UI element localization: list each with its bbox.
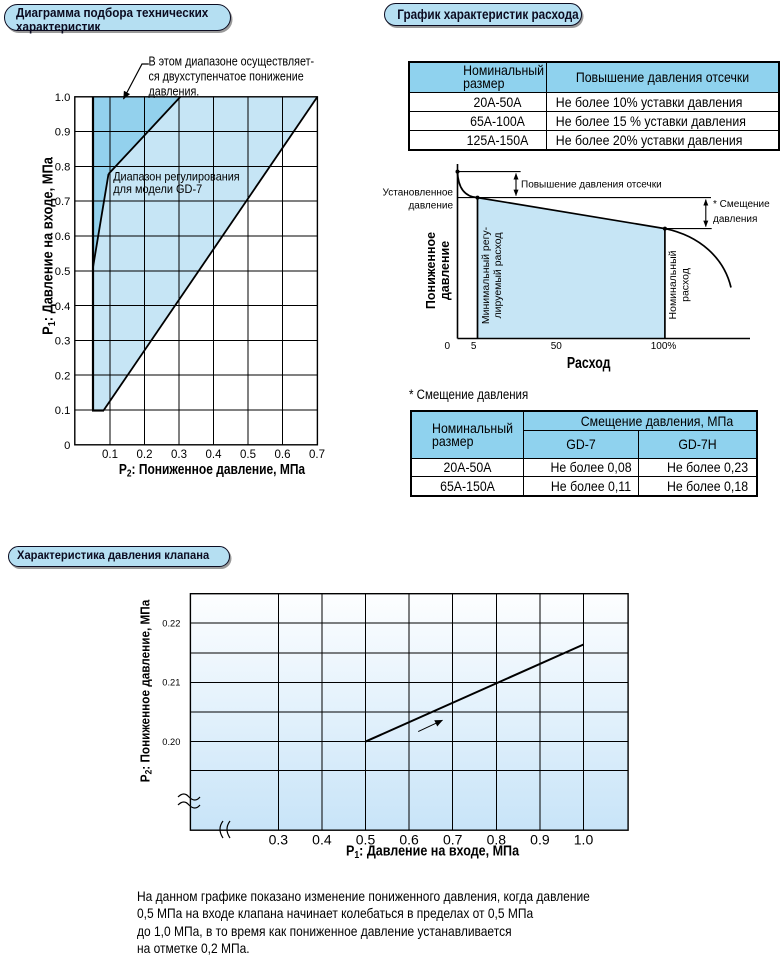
svg-text:0.1: 0.1 <box>55 405 71 417</box>
svg-text:Повышение давления отсечки: Повышение давления отсечки <box>521 180 662 191</box>
svg-text:0.3: 0.3 <box>269 831 289 847</box>
svg-text:0.7: 0.7 <box>55 196 71 208</box>
svg-text:1.0: 1.0 <box>55 92 71 104</box>
svg-text:P1: Давление на входе, МПа: P1: Давление на входе, МПа <box>40 157 58 335</box>
svg-text:0.6: 0.6 <box>55 231 71 243</box>
svg-text:0.5: 0.5 <box>356 831 376 847</box>
svg-text:* Смещение: * Смещение <box>713 199 770 210</box>
svg-text:Пониженноедавление: Пониженноедавление <box>424 232 452 309</box>
svg-text:5: 5 <box>471 341 477 352</box>
svg-text:0.7: 0.7 <box>443 831 463 847</box>
svg-text:0: 0 <box>445 341 451 352</box>
svg-text:0.5: 0.5 <box>240 449 256 461</box>
svg-text:0.2: 0.2 <box>137 449 153 461</box>
svg-text:В этом диапазоне осуществляет-: В этом диапазоне осуществляет- <box>149 54 315 69</box>
svg-text:для модели GD-7: для модели GD-7 <box>113 182 202 196</box>
svg-text:ся двухступенчатое понижение: ся двухступенчатое понижение <box>149 69 304 84</box>
svg-text:0.1: 0.1 <box>102 449 118 461</box>
svg-text:0.9: 0.9 <box>530 831 550 847</box>
svg-text:0.20: 0.20 <box>162 737 180 747</box>
svg-text:0.8: 0.8 <box>487 831 507 847</box>
svg-text:0.6: 0.6 <box>399 831 419 847</box>
svg-text:0.3: 0.3 <box>171 449 187 461</box>
svg-text:0.22: 0.22 <box>162 618 180 628</box>
svg-text:давления.: давления. <box>149 84 200 99</box>
svg-text:0.21: 0.21 <box>162 678 180 688</box>
svg-text:Минимальный регу-лируемый расх: Минимальный регу-лируемый расход <box>480 226 504 324</box>
svg-text:P2: Пониженное давление, МПа: P2: Пониженное давление, МПа <box>119 461 306 479</box>
svg-text:0.6: 0.6 <box>275 449 291 461</box>
svg-text:0.9: 0.9 <box>55 127 71 139</box>
svg-text:P2: Пониженное давление, МПа: P2: Пониженное давление, МПа <box>138 599 154 782</box>
svg-text:50: 50 <box>551 341 563 352</box>
svg-text:Диапазон регулирования: Диапазон регулирования <box>113 170 240 184</box>
svg-text:Расход: Расход <box>567 355 611 372</box>
svg-text:давления: давления <box>713 214 757 225</box>
svg-text:0: 0 <box>64 440 70 452</box>
svg-text:0.4: 0.4 <box>206 449 223 461</box>
svg-text:100%: 100% <box>651 341 677 352</box>
svg-text:Номинальныйрасход: Номинальныйрасход <box>667 250 692 319</box>
svg-text:0.4: 0.4 <box>312 831 332 847</box>
svg-text:Установленное: Установленное <box>383 188 454 199</box>
svg-text:0.3: 0.3 <box>55 336 71 348</box>
svg-text:1.0: 1.0 <box>574 831 594 847</box>
svg-text:0.4: 0.4 <box>55 301 71 313</box>
svg-text:0.8: 0.8 <box>55 161 71 173</box>
svg-text:0.7: 0.7 <box>309 449 325 461</box>
svg-text:0.2: 0.2 <box>55 370 71 382</box>
svg-text:давление: давление <box>408 201 453 212</box>
svg-text:P1: Давление на входе, МПа: P1: Давление на входе, МПа <box>346 842 520 859</box>
svg-text:0.5: 0.5 <box>55 266 71 278</box>
